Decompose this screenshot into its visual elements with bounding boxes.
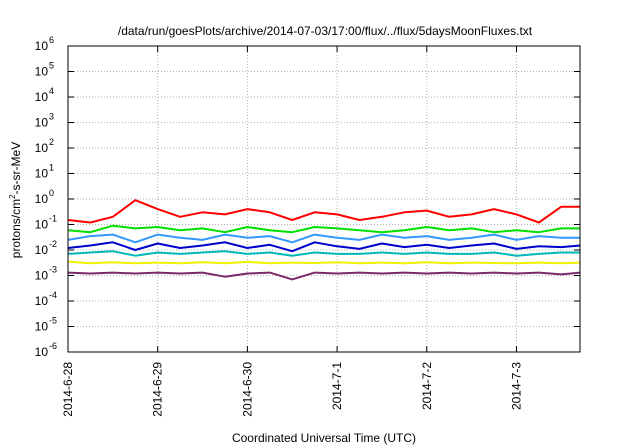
y-tick-exponent: 4	[49, 86, 54, 96]
y-tick-label: 10	[35, 141, 49, 155]
series-line-3	[67, 241, 581, 253]
y-axis-label: protons/cm2-s-sr-MeV	[8, 142, 23, 258]
y-tick-exponent: 3	[49, 112, 54, 122]
y-tick-exponent: -4	[49, 290, 57, 300]
x-tick-label: 2014-6-29	[151, 362, 165, 417]
series-line-1	[67, 224, 580, 234]
y-tick-label: 10	[35, 116, 49, 130]
y-tick-exponent: 5	[49, 61, 54, 71]
y-tick-label: 10	[35, 243, 49, 257]
y-axis-label-base: protons/cm	[9, 199, 23, 258]
y-tick-label: 10	[35, 269, 49, 283]
y-tick-label: 10	[35, 192, 49, 206]
y-tick-label: 10	[35, 167, 49, 181]
x-tick-label: 2014-7-1	[330, 362, 344, 410]
series-line-5	[67, 260, 581, 265]
series-line-6	[67, 271, 581, 281]
x-axis-label: Coordinated Universal Time (UTC)	[232, 431, 416, 445]
y-tick-exponent: -1	[49, 214, 57, 224]
y-tick-exponent: -3	[49, 265, 57, 275]
y-axis-label-rest: -s-sr-MeV	[9, 142, 23, 195]
series-line-4	[67, 250, 580, 257]
x-tick-label: 2014-6-30	[240, 362, 254, 417]
grid-lines	[68, 46, 580, 352]
y-tick-exponent: 1	[49, 163, 54, 173]
y-tick-label: 10	[35, 65, 49, 79]
y-tick-exponent: -2	[49, 239, 57, 249]
y-tick-label: 10	[35, 345, 49, 359]
series-line-2	[67, 233, 580, 244]
y-tick-exponent: -6	[49, 341, 57, 351]
y-tick-label: 10	[35, 294, 49, 308]
y-axis-ticks: 10 -610 -510 -410 -310 -210 -110 010 110 210 310 41…	[35, 35, 580, 359]
chart-title: /data/run/goesPlots/archive/2014-07-03/1…	[118, 24, 533, 38]
y-tick-exponent: 6	[49, 35, 54, 45]
data-series	[67, 199, 581, 281]
y-tick-exponent: 0	[49, 188, 54, 198]
series-line-0	[67, 199, 580, 224]
y-tick-exponent: 2	[49, 137, 54, 147]
y-tick-exponent: -5	[49, 316, 57, 326]
y-tick-label: 10	[35, 320, 49, 334]
y-tick-label: 10	[35, 90, 49, 104]
x-tick-label: 2014-7-2	[420, 362, 434, 410]
x-tick-label: 2014-7-3	[509, 362, 523, 410]
y-tick-label: 10	[35, 39, 49, 53]
y-tick-label: 10	[35, 218, 49, 232]
y-axis-label-sup: 2	[8, 194, 17, 199]
x-axis-ticks: 2014-6-28 2014-6-29 2014-6-30 2014-7-1 2014-…	[61, 46, 523, 417]
x-tick-label: 2014-6-28	[61, 362, 75, 417]
